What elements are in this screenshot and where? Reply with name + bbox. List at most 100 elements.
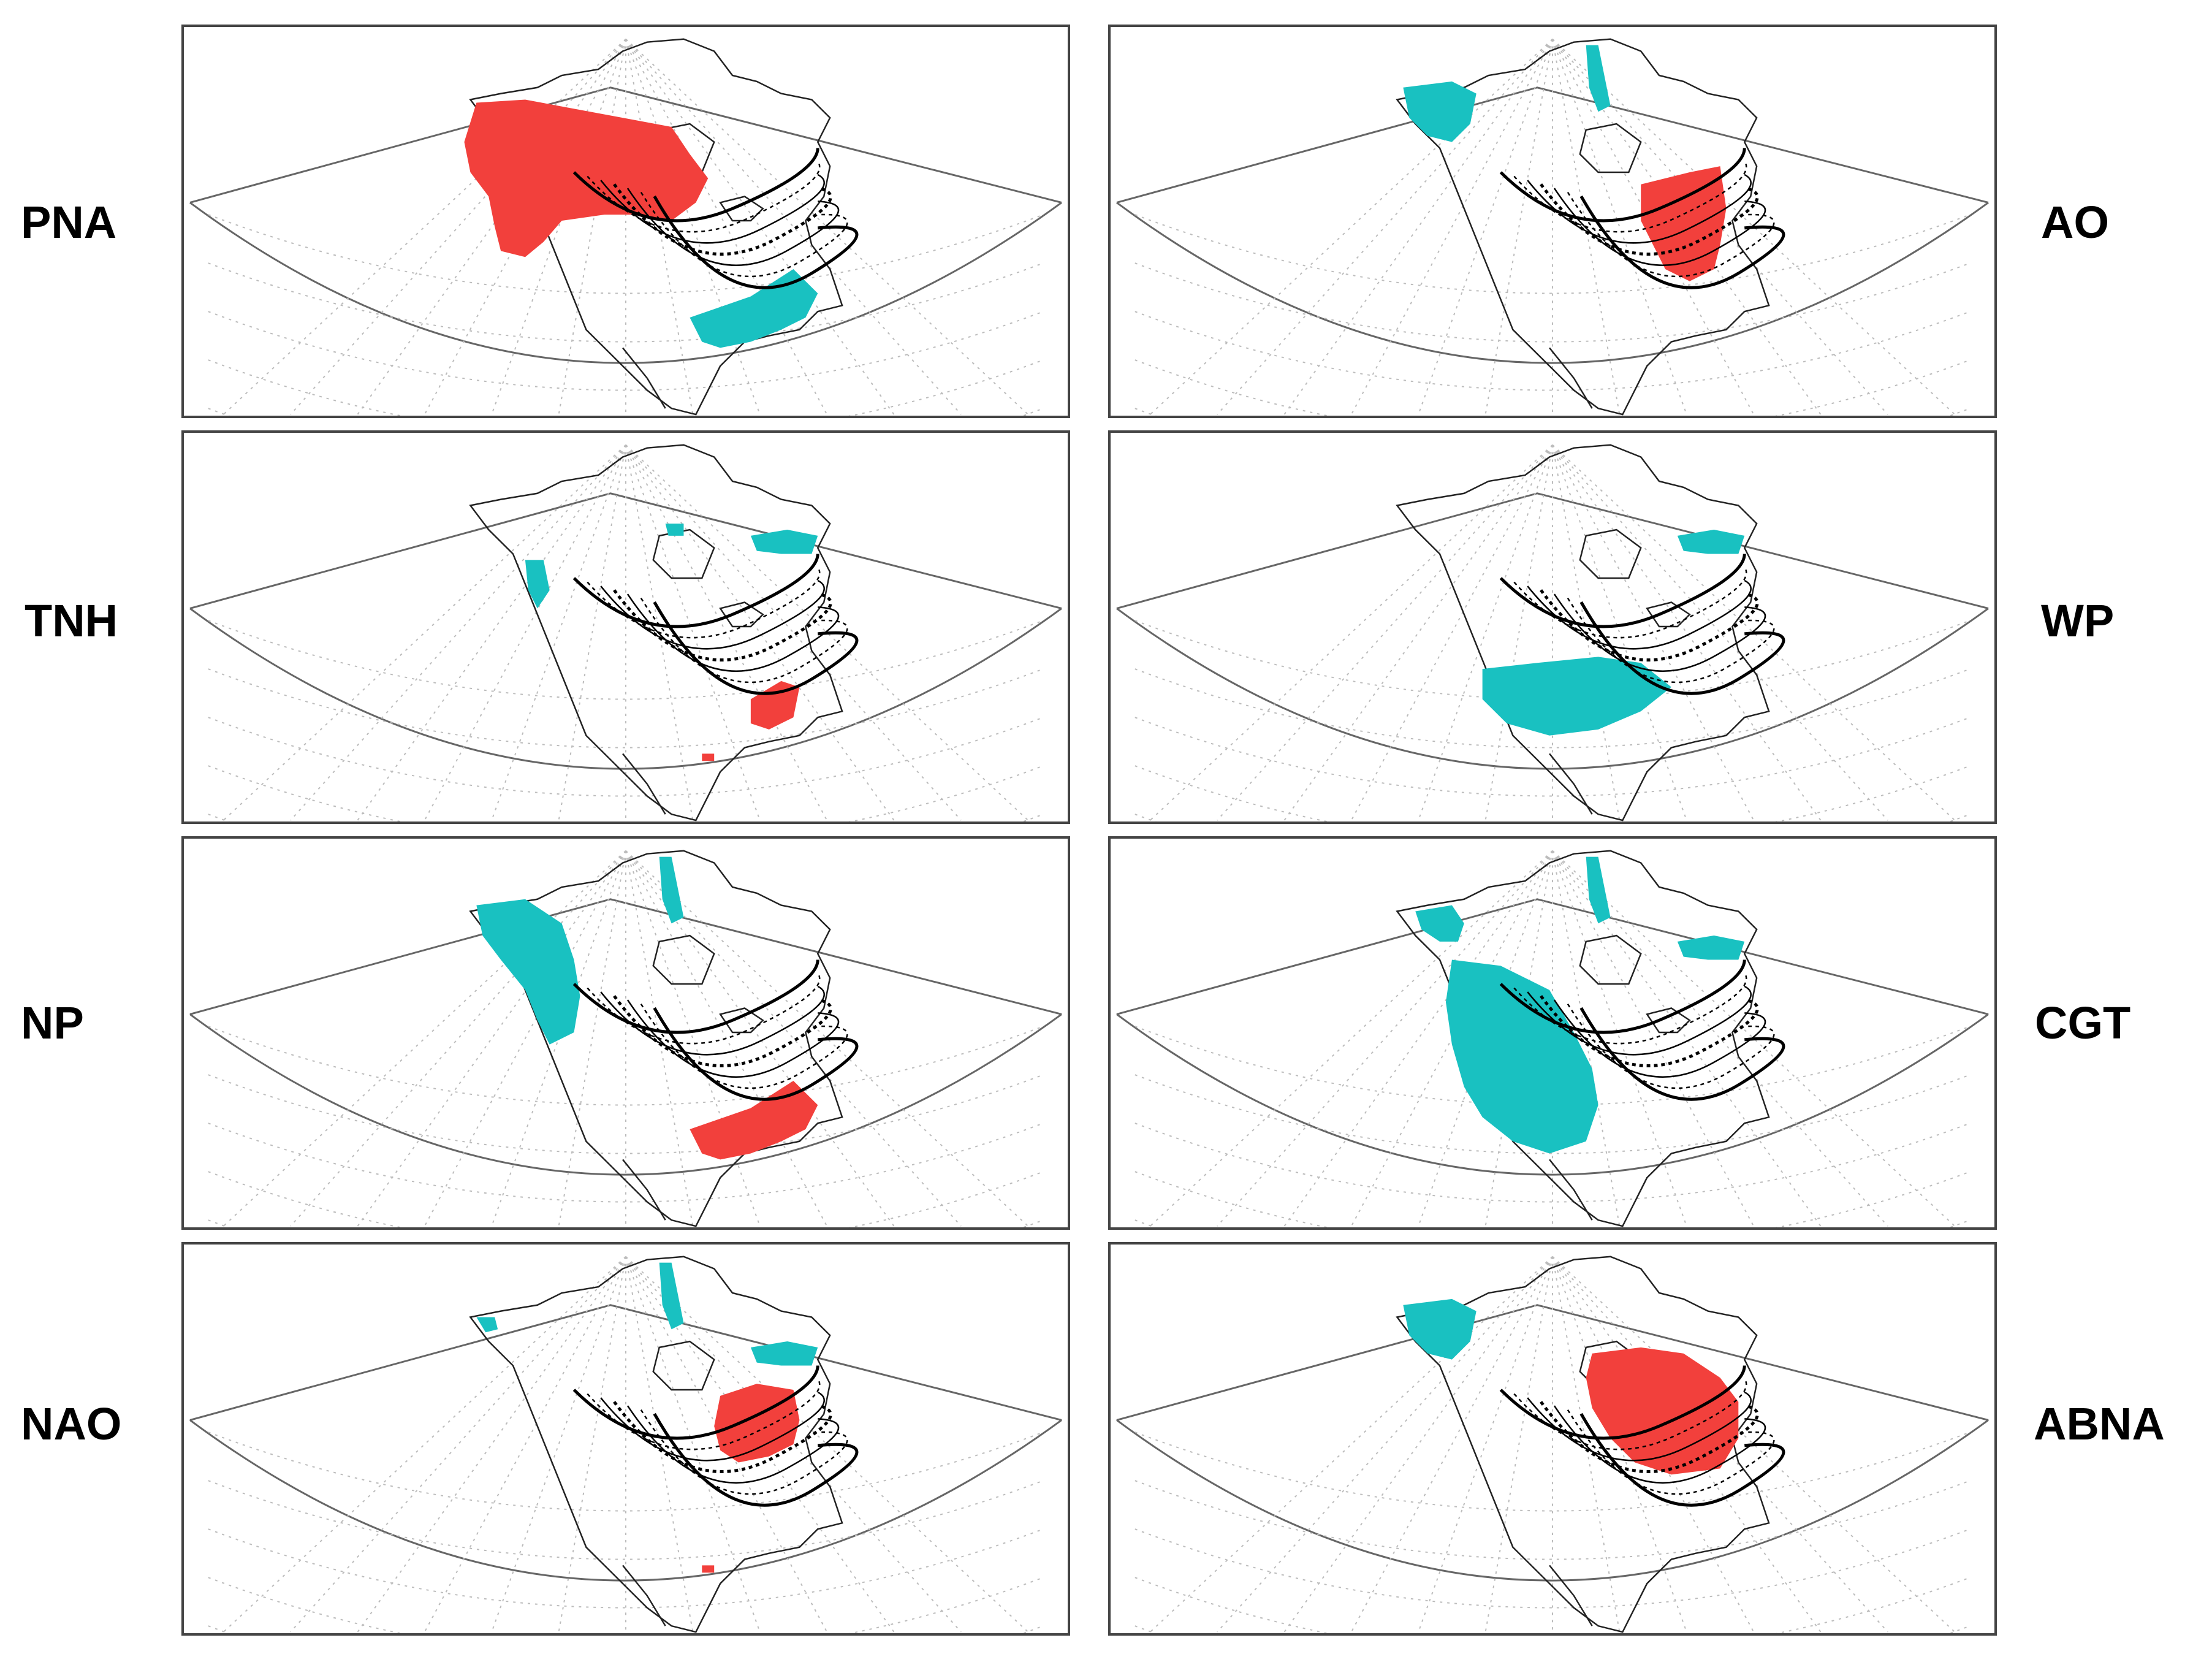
positive-region-great-lakes-big bbox=[1586, 1347, 1739, 1475]
contour-line bbox=[1553, 1405, 1766, 1484]
contour-line bbox=[613, 995, 832, 1067]
baja-coast bbox=[622, 1565, 666, 1626]
contours bbox=[1499, 959, 1785, 1101]
coastline bbox=[1396, 38, 1770, 416]
contour-line bbox=[1540, 183, 1759, 256]
positive-region-mexico-dot bbox=[702, 1565, 715, 1573]
graticule bbox=[208, 1256, 1044, 1633]
contour-line bbox=[1579, 601, 1785, 695]
meridian-line bbox=[1484, 39, 1553, 415]
projection-arc bbox=[1116, 1013, 1989, 1176]
projection-arc bbox=[1116, 608, 1989, 770]
contour-line bbox=[587, 972, 821, 1045]
contours bbox=[572, 554, 859, 695]
map-panel-nao bbox=[181, 1242, 1070, 1636]
projection-arc bbox=[189, 608, 1062, 770]
contours bbox=[572, 148, 859, 289]
graticule bbox=[1135, 1256, 1971, 1633]
meridian-line bbox=[625, 444, 761, 821]
panel-label-nao: NAO bbox=[21, 1398, 122, 1449]
graticule bbox=[208, 39, 1044, 416]
baja-coast bbox=[622, 1159, 666, 1221]
meridian-line bbox=[1149, 444, 1553, 821]
contour-line bbox=[1499, 554, 1746, 628]
meridian-line bbox=[1418, 850, 1553, 1227]
meridian-line bbox=[290, 850, 626, 1227]
meridian-line bbox=[222, 39, 626, 415]
contours bbox=[572, 1365, 859, 1507]
negative-region-nw-coast bbox=[476, 899, 580, 1045]
contour-line bbox=[1579, 1007, 1785, 1101]
contour-line bbox=[572, 148, 819, 223]
contour-line bbox=[613, 589, 832, 661]
meridian-line bbox=[222, 850, 626, 1227]
hudson-bay-outline bbox=[1579, 528, 1642, 579]
contour-line bbox=[1499, 1365, 1746, 1440]
meridian-line bbox=[1149, 39, 1553, 415]
negative-region-quebec bbox=[750, 1341, 818, 1366]
parallel-line bbox=[208, 214, 1044, 294]
meridian-line bbox=[1552, 850, 1687, 1227]
projection-boundary bbox=[189, 898, 1062, 1015]
meridian-line bbox=[491, 850, 626, 1227]
map-panel-cgt bbox=[1108, 836, 1997, 1230]
graticule bbox=[208, 444, 1044, 821]
map-svg-abna bbox=[1116, 1256, 1989, 1633]
projection-arc bbox=[189, 202, 1062, 364]
panel-label-tnh: TNH bbox=[25, 595, 118, 646]
meridian-line bbox=[290, 1256, 626, 1633]
contour-line bbox=[572, 959, 819, 1034]
coastline bbox=[469, 38, 843, 416]
panel-label-wp: WP bbox=[2041, 595, 2115, 646]
meridian-line bbox=[491, 1256, 626, 1633]
baja-coast bbox=[1549, 1565, 1593, 1626]
contour-line bbox=[653, 195, 859, 289]
parallel-line bbox=[208, 620, 1044, 700]
meridian-line bbox=[1149, 1256, 1553, 1633]
hudson-bay-outline bbox=[1579, 123, 1642, 173]
contour-line bbox=[626, 188, 840, 266]
map-svg-np bbox=[189, 850, 1062, 1227]
meridian-line bbox=[625, 39, 895, 415]
negative-region-alaska bbox=[1403, 81, 1477, 142]
contour-line bbox=[1540, 1401, 1759, 1473]
meridian-line bbox=[625, 1256, 761, 1633]
negative-region-quebec bbox=[1677, 936, 1745, 960]
map-svg-wp bbox=[1116, 444, 1989, 821]
map-svg-pna bbox=[189, 38, 1062, 416]
baja-coast bbox=[622, 347, 666, 409]
contour-line bbox=[1513, 972, 1747, 1045]
negative-region-alaska bbox=[1403, 1298, 1477, 1360]
projection-boundary bbox=[1116, 898, 1989, 1015]
contour-line bbox=[1499, 959, 1746, 1034]
projection-boundary bbox=[189, 86, 1062, 204]
contour-line bbox=[1513, 1378, 1747, 1450]
meridian-line bbox=[558, 444, 626, 821]
contours bbox=[1499, 554, 1785, 695]
map-svg-ao bbox=[1116, 38, 1989, 416]
meridian-line bbox=[1552, 444, 1822, 821]
contour-line bbox=[626, 1405, 840, 1484]
graticule bbox=[208, 850, 1044, 1227]
contour-line bbox=[613, 1401, 832, 1473]
meridian-line bbox=[1217, 1256, 1553, 1633]
contour-line bbox=[1540, 995, 1759, 1067]
contour-line bbox=[572, 554, 819, 628]
negative-region-arctic-isl bbox=[1586, 856, 1611, 924]
projection-arc bbox=[189, 1419, 1062, 1582]
contour-line bbox=[626, 593, 840, 672]
contour-line bbox=[640, 191, 848, 278]
parallel-line bbox=[208, 1431, 1044, 1512]
meridian-line bbox=[424, 850, 626, 1227]
meridian-line bbox=[1418, 444, 1553, 821]
projection-arc bbox=[1116, 1419, 1989, 1582]
contour-line bbox=[1553, 999, 1766, 1078]
meridian-line bbox=[1484, 1256, 1553, 1633]
meridian-line bbox=[1217, 444, 1553, 821]
contours bbox=[572, 959, 859, 1101]
meridian-line bbox=[1350, 39, 1553, 415]
negative-region-se-us bbox=[690, 269, 818, 348]
contour-line bbox=[1579, 1412, 1785, 1507]
baja-coast bbox=[622, 753, 666, 815]
meridian-line bbox=[558, 850, 626, 1227]
